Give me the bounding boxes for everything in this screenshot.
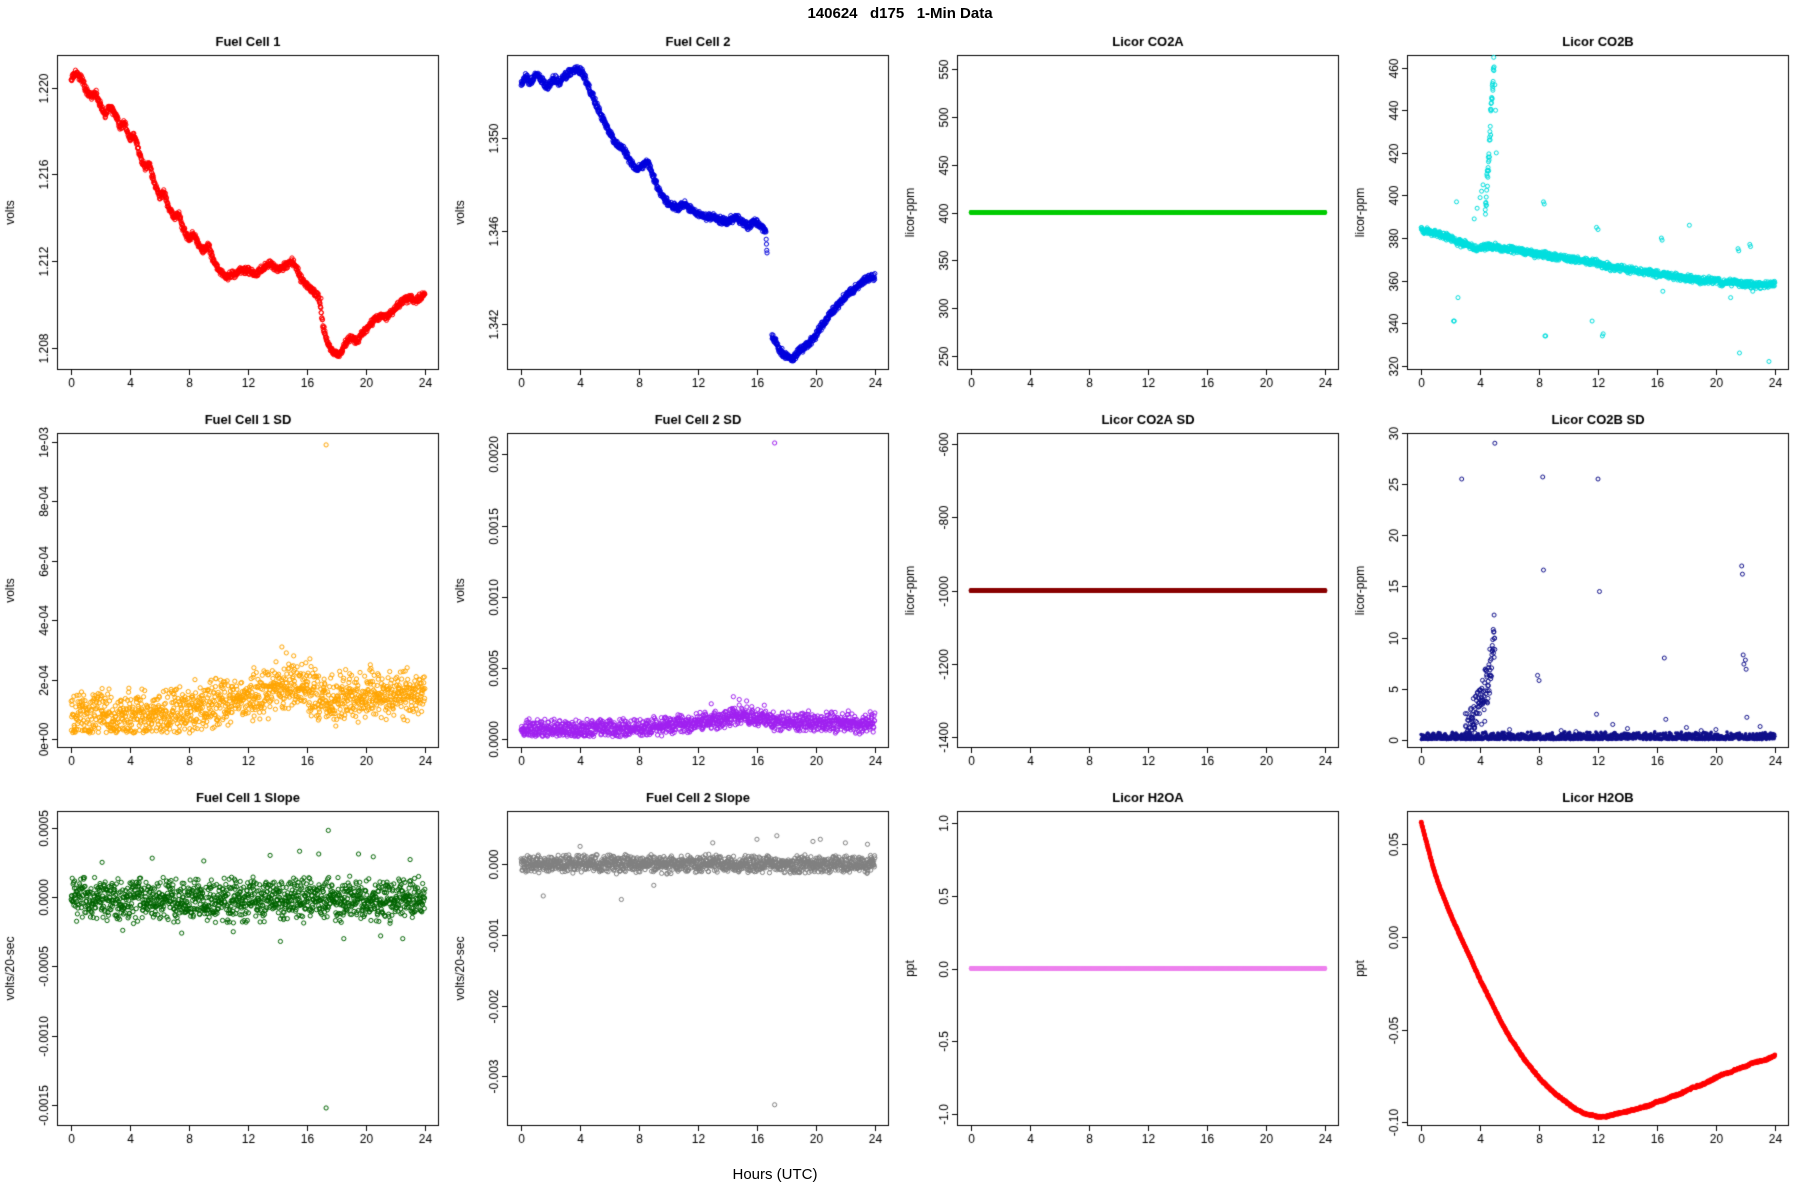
- chart-panel-fuel-cell-2-sd: [450, 406, 900, 784]
- chart-panel-licor-co2a: [900, 28, 1350, 406]
- chart-panel-licor-co2b-sd: [1350, 406, 1800, 784]
- fuel-cell-2-chart: [450, 28, 900, 406]
- x-axis-label: Hours (UTC): [732, 1166, 818, 1183]
- page-title: 140624 d175 1-Min Data: [807, 5, 993, 22]
- licor-h2ob-chart: [1350, 784, 1800, 1162]
- fuel-cell-1-sd-chart: [0, 406, 450, 784]
- fuel-cell-2-sd-chart: [450, 406, 900, 784]
- licor-co2b-chart: [1350, 28, 1800, 406]
- chart-panel-licor-h2ob: [1350, 784, 1800, 1162]
- fuel-cell-1-slope-chart: [0, 784, 450, 1162]
- chart-panel-licor-h2oa: [900, 784, 1350, 1162]
- chart-panel-fuel-cell-2-slope: [450, 784, 900, 1162]
- chart-grid: [0, 28, 1800, 1162]
- chart-panel-fuel-cell-1-slope: [0, 784, 450, 1162]
- fuel-cell-2-slope-chart: [450, 784, 900, 1162]
- licor-h2oa-chart: [900, 784, 1350, 1162]
- chart-panel-fuel-cell-1: [0, 28, 450, 406]
- fuel-cell-1-chart: [0, 28, 450, 406]
- chart-panel-licor-co2a-sd: [900, 406, 1350, 784]
- licor-co2a-chart: [900, 28, 1350, 406]
- licor-co2b-sd-chart: [1350, 406, 1800, 784]
- chart-panel-fuel-cell-2: [450, 28, 900, 406]
- chart-panel-fuel-cell-1-sd: [0, 406, 450, 784]
- chart-panel-licor-co2b: [1350, 28, 1800, 406]
- licor-co2a-sd-chart: [900, 406, 1350, 784]
